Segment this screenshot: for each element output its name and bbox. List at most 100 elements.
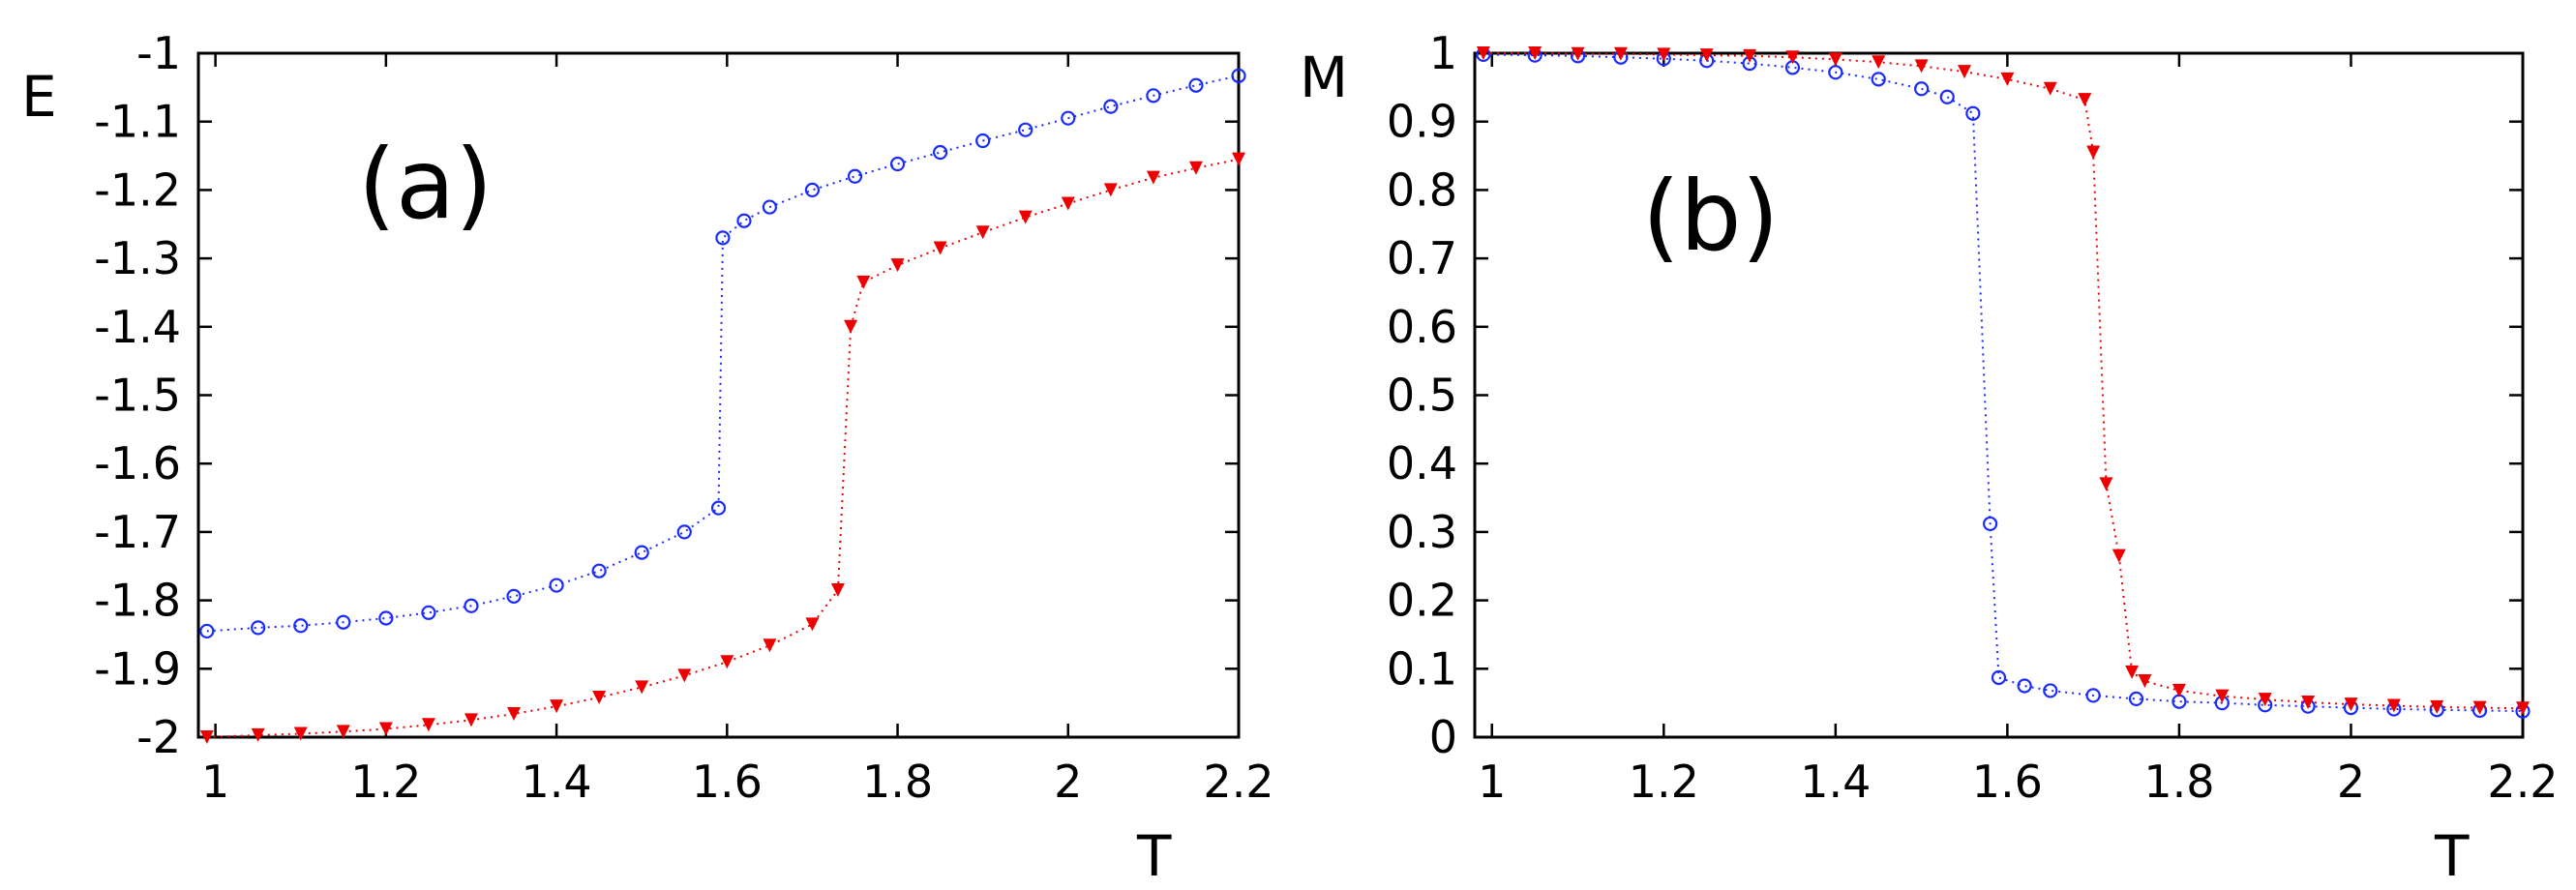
data-point-triangle	[2344, 697, 2358, 712]
data-point-triangle	[507, 706, 522, 721]
magnetization-chart: 10.90.80.70.60.50.40.30.20.101 1.2 1.4 1.6 1…	[1300, 27, 2559, 889]
data-point-circle	[1914, 81, 1930, 97]
data-point-triangle	[1613, 46, 1628, 61]
data-point-triangle	[2078, 93, 2092, 107]
data-point-triangle	[1018, 210, 1033, 224]
data-point-circle	[2043, 683, 2058, 698]
data-point-circle	[1939, 89, 1955, 104]
data-point-circle	[1146, 88, 1161, 104]
data-point-circle	[1018, 122, 1033, 137]
data-point-circle	[736, 213, 752, 228]
y-tick-label: -1.9	[94, 642, 181, 695]
data-point-circle	[506, 588, 522, 604]
data-point-circle	[549, 578, 564, 593]
data-point-triangle	[2172, 683, 2186, 697]
plot-frame	[196, 51, 1241, 739]
data-point-triangle	[2472, 700, 2487, 715]
y-tick-label: 1	[1429, 27, 1457, 79]
y-tick-label: -1.7	[94, 506, 181, 558]
data-point-triangle	[856, 275, 871, 289]
data-point-circle	[1983, 516, 1998, 532]
y-tick-label: 0.7	[1387, 232, 1457, 284]
data-point-triangle	[464, 713, 478, 727]
data-point-triangle	[1872, 55, 1886, 70]
y-tick-label: -1.2	[94, 163, 181, 216]
data-point-triangle	[592, 690, 607, 704]
data-point-circle	[378, 610, 394, 626]
data-point-triangle	[378, 722, 393, 736]
data-point-circle	[932, 144, 948, 161]
data-point-circle	[804, 182, 821, 197]
series-line	[1483, 53, 2524, 713]
data-point-triangle	[2215, 689, 2230, 703]
y-tick-label: -2	[136, 711, 181, 763]
data-point-circle	[975, 133, 991, 149]
data-point-circle	[1231, 68, 1246, 83]
y-tick-label: 0.8	[1387, 163, 1457, 216]
data-point-triangle	[336, 725, 350, 739]
data-point-triangle	[844, 319, 858, 334]
data-point-triangle	[830, 582, 845, 597]
data-point-circle	[464, 598, 479, 613]
data-point-triangle	[1146, 170, 1160, 185]
data-point-triangle	[720, 655, 734, 669]
x-axis-label: T	[2434, 823, 2470, 889]
x-tick-label: 1	[1478, 756, 1506, 808]
data-point-triangle	[1571, 46, 1585, 61]
y-tick-label: -1.8	[94, 575, 181, 627]
data-point-triangle	[1188, 161, 1203, 175]
data-point-circle	[847, 168, 863, 184]
x-tick-label: 1.8	[862, 756, 933, 808]
x-tick-label: 2	[1054, 756, 1082, 808]
data-point-circle	[1991, 669, 2007, 686]
data-point-triangle	[1232, 152, 1245, 166]
data-point-triangle	[635, 680, 649, 695]
data-point-triangle	[2386, 698, 2401, 713]
data-point-triangle	[2516, 701, 2530, 716]
data-point-triangle	[2000, 72, 2015, 86]
data-point-triangle	[293, 727, 308, 741]
data-point-triangle	[2430, 699, 2444, 714]
x-tick-label: 1.6	[1972, 756, 2043, 808]
data-point-triangle	[2138, 674, 2152, 689]
data-point-triangle	[199, 730, 214, 744]
data-point-triangle	[2258, 693, 2272, 707]
y-tick-label: 0.2	[1387, 575, 1457, 627]
series-line	[1483, 52, 2524, 710]
data-point-triangle	[2086, 145, 2101, 160]
data-point-triangle	[421, 718, 435, 732]
data-point-triangle	[2125, 665, 2140, 679]
y-tick-label: -1	[136, 27, 181, 79]
data-point-circle	[1061, 110, 1076, 126]
y-tick-label: -1.3	[94, 232, 181, 284]
x-tick-label: 2	[2337, 756, 2365, 808]
data-point-circle	[1965, 105, 1981, 121]
y-tick-label: -1.5	[94, 370, 181, 422]
data-point-triangle	[1528, 46, 1543, 60]
panel-label: (a)	[358, 128, 493, 241]
y-tick-label: 0.3	[1387, 506, 1457, 558]
data-point-triangle	[2099, 477, 2113, 491]
y-tick-label: 0.9	[1387, 96, 1457, 148]
x-tick-label: 1.4	[1800, 756, 1871, 808]
data-point-triangle	[2301, 695, 2316, 709]
data-point-circle	[1871, 72, 1886, 87]
data-point-circle	[2085, 688, 2101, 703]
data-point-triangle	[763, 638, 777, 653]
data-point-circle	[2128, 691, 2144, 707]
data-point-triangle	[1785, 50, 1800, 65]
x-tick-label: 1	[201, 756, 229, 808]
data-point-triangle	[2112, 549, 2126, 563]
x-axis-label: T	[1136, 823, 1172, 889]
data-point-circle	[199, 623, 215, 639]
y-tick-label: 0.1	[1387, 642, 1457, 695]
data-point-circle	[710, 500, 727, 516]
data-point-circle	[336, 614, 351, 630]
data-point-triangle	[2043, 81, 2057, 96]
data-point-circle	[889, 156, 906, 172]
x-tick-label: 1.2	[1629, 756, 1699, 808]
x-tick-label: 1.8	[2143, 756, 2214, 808]
y-axis-label: E	[21, 64, 57, 130]
data-point-circle	[676, 524, 692, 540]
data-point-triangle	[1657, 47, 1671, 62]
